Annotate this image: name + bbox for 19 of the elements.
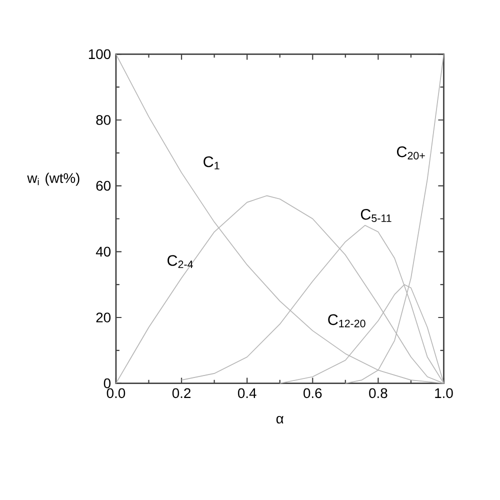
x-tick-label: 0.2 — [172, 388, 190, 398]
x-tick-label: 1.0 — [435, 388, 453, 398]
x-tick-label: 0.8 — [369, 388, 388, 398]
y-tick-label: 40 — [96, 246, 111, 257]
y-tick-label: 80 — [96, 115, 111, 125]
x-tick-label: 0.4 — [238, 388, 256, 398]
x-tick-label: 0.6 — [304, 388, 322, 398]
series-label: C$_{5-11}$ — [360, 208, 392, 222]
y-tick-label: 0 — [104, 378, 111, 388]
y-tick-label: 100 — [88, 49, 111, 60]
y-tick-label: 60 — [96, 180, 111, 191]
series-label: C$_{2-4}$ — [168, 255, 193, 268]
series-label: C$_{12-20}$ — [328, 314, 366, 328]
x-tick-label: 0.0 — [106, 388, 126, 398]
series-label: C$_{20+}$ — [396, 146, 425, 160]
y-tick-label: 20 — [96, 312, 111, 322]
x-axis-title: α — [276, 416, 284, 424]
y-axis-title: w$_{i}$ (wt%) — [27, 172, 80, 186]
series-label: C$_{1}$ — [204, 156, 220, 170]
